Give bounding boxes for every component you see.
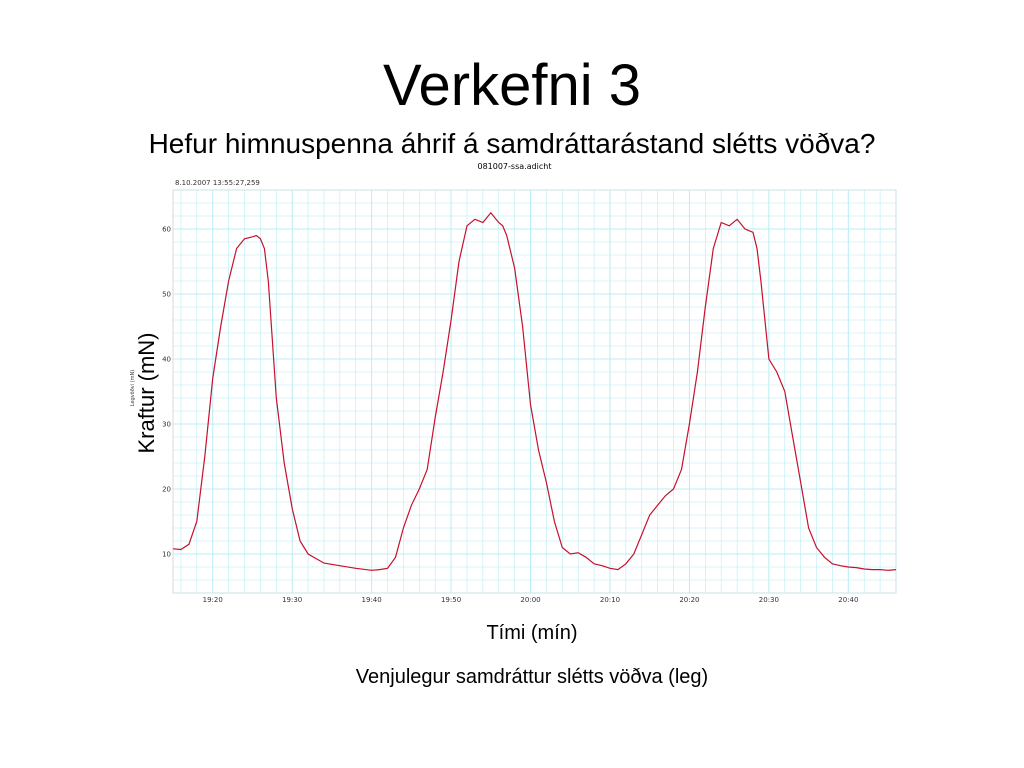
x-tick-label: 20:30 [759,596,779,604]
x-tick-label: 20:40 [838,596,858,604]
x-tick-label: 19:20 [203,596,223,604]
y-tick-label: 50 [162,291,171,299]
x-tick-label: 20:20 [679,596,699,604]
chart-timestamp: 8.10.2007 13:55:27,259 [175,179,260,187]
x-axis-label: Tími (mín) [486,622,578,644]
y-tick-label: 20 [162,486,171,494]
y-tick-label: 60 [162,226,171,234]
slide-subtitle: Hefur himnuspenna áhrif á samdráttarásta… [148,128,876,159]
grid-lines [173,189,897,594]
y-axis-label: Kraftur (mN) [134,332,159,454]
slide-caption: Venjulegur samdráttur slétts vöðva (leg) [355,666,709,688]
y-tick-label: 10 [162,551,171,559]
x-tick-label: 19:40 [362,596,382,604]
x-tick-label: 19:50 [441,596,461,604]
x-tick-label: 20:00 [520,596,540,604]
force-trace-line [172,211,897,571]
axis-ticks: 10 20 30 40 50 60 19:20 19:30 19:40 19:50 20:00 20:… [162,226,858,605]
x-tick-label: 20:10 [600,596,620,604]
y-tick-label: 30 [162,421,171,429]
chart-file-title: 081007-ssa.adicht [477,162,551,171]
slide-title: Verkefni 3 [383,53,641,118]
y-tick-label: 40 [162,356,171,364]
plot-area [172,189,897,594]
x-tick-label: 19:30 [282,596,302,604]
channel-label: Legvöðvi (mN) [130,370,136,407]
